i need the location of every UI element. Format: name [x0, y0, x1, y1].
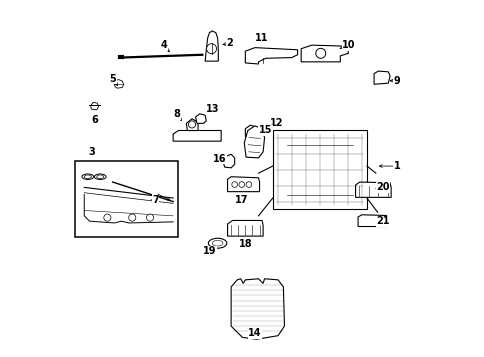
Polygon shape [173, 131, 221, 141]
Text: 11: 11 [255, 33, 268, 43]
Ellipse shape [84, 175, 91, 178]
Circle shape [206, 44, 216, 54]
Polygon shape [231, 279, 284, 339]
Text: 19: 19 [203, 246, 216, 256]
Text: 2: 2 [226, 38, 233, 48]
Circle shape [128, 214, 136, 221]
Text: 20: 20 [376, 182, 389, 192]
Text: 17: 17 [235, 195, 248, 205]
Text: 7: 7 [151, 195, 158, 205]
Text: 14: 14 [248, 328, 261, 338]
Polygon shape [91, 102, 98, 110]
Polygon shape [227, 221, 263, 236]
Text: 10: 10 [342, 40, 355, 50]
Ellipse shape [212, 240, 223, 246]
Polygon shape [245, 47, 297, 64]
Polygon shape [186, 119, 197, 131]
Circle shape [104, 214, 111, 221]
Polygon shape [357, 215, 387, 226]
Circle shape [245, 182, 251, 187]
Circle shape [146, 214, 153, 221]
Text: 4: 4 [161, 40, 167, 50]
Text: 12: 12 [269, 119, 283, 129]
Text: 16: 16 [212, 154, 226, 164]
Polygon shape [223, 154, 234, 168]
Text: 18: 18 [238, 239, 252, 249]
Ellipse shape [94, 174, 106, 180]
Text: 21: 21 [376, 216, 389, 226]
Bar [75, 161, 178, 237]
Circle shape [231, 182, 237, 187]
Polygon shape [114, 80, 123, 88]
Polygon shape [301, 45, 348, 62]
Text: 13: 13 [205, 104, 219, 114]
Text: 3: 3 [88, 147, 94, 157]
Ellipse shape [96, 175, 104, 178]
Polygon shape [373, 71, 389, 84]
Polygon shape [227, 177, 259, 192]
Ellipse shape [208, 238, 227, 248]
Polygon shape [205, 31, 218, 61]
Text: 1: 1 [393, 161, 400, 171]
Circle shape [188, 121, 195, 128]
Polygon shape [355, 182, 390, 197]
Text: 5: 5 [109, 74, 116, 84]
Circle shape [239, 182, 244, 187]
Bar [272, 131, 366, 209]
Text: 8: 8 [173, 110, 180, 120]
Text: 6: 6 [91, 115, 98, 125]
Ellipse shape [82, 174, 93, 180]
Circle shape [315, 48, 325, 58]
Text: 9: 9 [393, 76, 400, 86]
Polygon shape [195, 114, 206, 124]
Polygon shape [245, 125, 257, 136]
Text: 15: 15 [258, 126, 272, 136]
Polygon shape [244, 126, 264, 158]
